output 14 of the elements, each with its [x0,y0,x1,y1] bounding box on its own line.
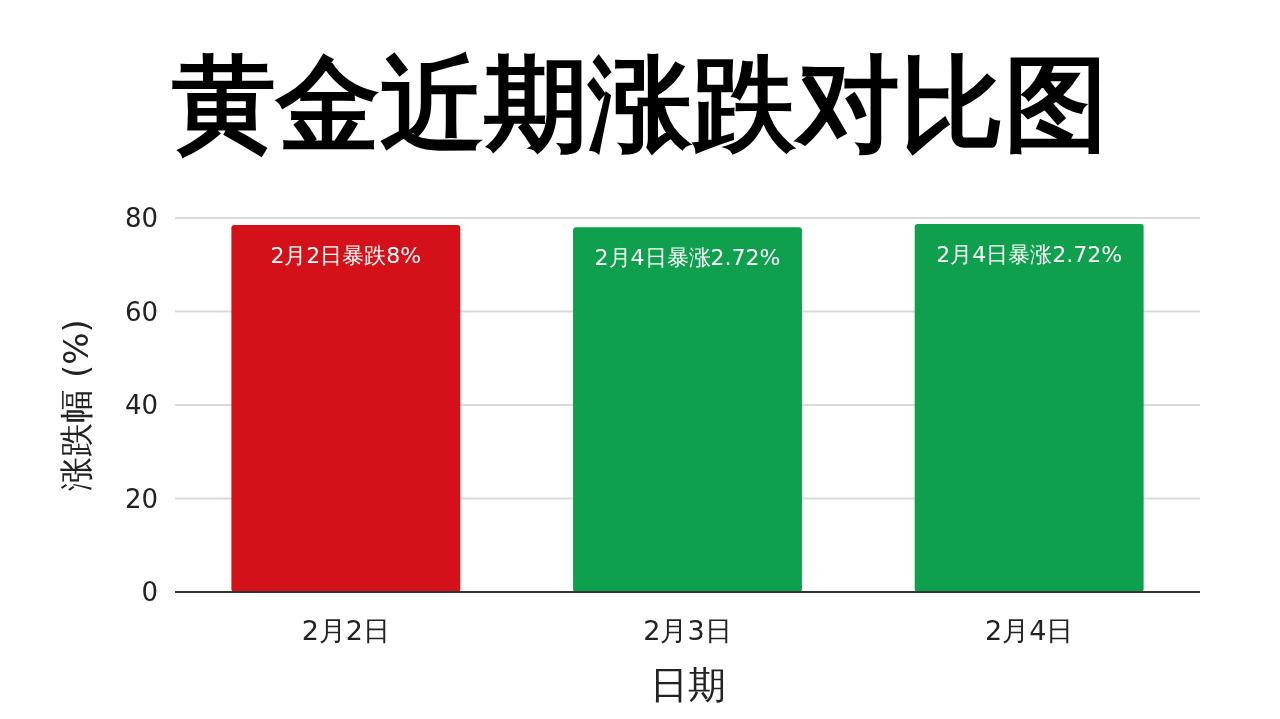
y-axis-title: 涨跌幅 (%) [56,319,96,491]
chart-title: 黄金近期涨跌对比图 [172,43,1108,165]
annotation: 2月2日暴跌8% [270,243,422,269]
x-axis-title: 日期 [649,663,726,707]
x-tick-label: 2月2日 [301,615,391,646]
annotation: 2月4日暴涨2.72% [936,242,1123,268]
y-tick-label: 60 [124,296,158,327]
x-tick-label: 2月4日 [984,615,1074,646]
x-tick-label: 2月3日 [643,615,732,646]
y-tick-label: 80 [124,203,158,233]
y-tick-label: 40 [124,390,158,420]
annotation: 2月4日暴涨2.72% [594,245,781,271]
y-tick-label: 20 [124,483,158,514]
y-tick-label: 0 [141,577,158,607]
